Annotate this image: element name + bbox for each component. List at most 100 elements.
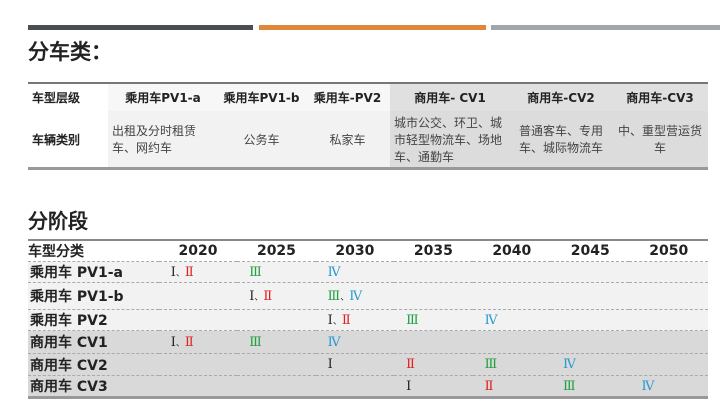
stage-marker: Ⅲ	[484, 357, 498, 372]
vehicle-category-label: 乘用车 PV1-b	[28, 282, 159, 310]
stage-marker: Ⅱ	[184, 264, 194, 280]
stage-cell: Ⅲ、Ⅳ	[315, 282, 395, 310]
stage-marker: Ⅱ	[341, 312, 351, 328]
row-label: 车型层级	[28, 82, 108, 111]
stage-row: 乘用车 PV1-a Ⅰ、Ⅱ Ⅲ Ⅳ	[28, 261, 708, 283]
stage-cell	[394, 261, 473, 283]
separator: 、	[254, 292, 264, 303]
stage-cell	[629, 282, 708, 310]
vehicle-class-header: 乘用车-PV2	[305, 82, 390, 111]
stage-cell: Ⅳ	[551, 353, 630, 376]
stage-cell	[551, 282, 630, 310]
stage-cell	[394, 282, 473, 310]
separator: 、	[340, 292, 350, 303]
stage-marker: Ⅳ	[484, 312, 498, 328]
year-header: 2040	[472, 239, 552, 262]
stage-cell: Ⅳ	[629, 375, 708, 399]
stage-cell: Ⅳ	[315, 261, 395, 283]
row-label: 车辆类别	[28, 111, 108, 170]
stage-cell	[629, 261, 708, 283]
vehicle-category-label: 商用车 CV3	[28, 375, 159, 399]
stage-marker: Ⅳ	[327, 264, 341, 280]
stage-marker: Ⅲ	[327, 288, 341, 304]
stage-cell: Ⅲ	[237, 330, 316, 354]
year-header: 2035	[394, 239, 473, 262]
stage-cell: Ⅱ	[472, 375, 552, 399]
separator: 、	[332, 316, 342, 327]
stage-marker: Ⅳ	[349, 288, 363, 304]
accent-bar-gray	[491, 25, 720, 30]
stage-cell	[237, 353, 316, 376]
stage-cell	[158, 309, 238, 331]
vehicle-type-cell: 公务车	[218, 111, 305, 170]
vehicle-category-label: 商用车 CV1	[28, 330, 159, 354]
vehicle-type-cell: 私家车	[305, 111, 390, 170]
year-header: 2045	[551, 239, 630, 262]
stage-marker: Ⅰ	[406, 378, 412, 394]
vehicle-type-cell: 城市公交、环卫、城市轻型物流车、场地车、通勤车	[390, 111, 510, 170]
stage-cell: Ⅳ	[472, 309, 552, 331]
stage-row: 乘用车 PV2 Ⅰ、Ⅱ Ⅲ Ⅳ	[28, 309, 708, 331]
stage-marker: Ⅲ	[249, 334, 262, 350]
accent-bar-orange	[259, 25, 486, 30]
stage-cell: Ⅲ	[394, 309, 473, 331]
stage-marker: Ⅲ	[249, 264, 262, 280]
stage-cell: Ⅰ	[394, 375, 473, 399]
vehicle-class-header: 商用车-CV3	[612, 82, 708, 111]
stage-cell: Ⅲ	[551, 375, 630, 399]
vehicle-type-cell: 普通客车、专用车、城际物流车	[510, 111, 612, 170]
year-header: 2025	[237, 239, 316, 262]
stage-cell	[629, 330, 708, 354]
stage-marker: Ⅲ	[563, 378, 576, 394]
stage-cell	[472, 261, 552, 283]
vehicle-class-header: 乘用车PV1-a	[108, 82, 218, 111]
stage-cell: Ⅳ	[315, 330, 395, 354]
stage-row: 乘用车 PV1-b Ⅰ、Ⅱ Ⅲ、Ⅳ	[28, 282, 708, 310]
stage-marker: Ⅳ	[327, 334, 341, 350]
section-title-stages: 分阶段	[28, 209, 88, 233]
stage-cell	[237, 375, 316, 399]
stage-cell	[629, 353, 708, 376]
stage-marker: Ⅰ	[170, 334, 176, 350]
stage-marker: Ⅰ	[249, 288, 255, 304]
stage-cell	[472, 282, 552, 310]
stage-cell: Ⅰ、Ⅱ	[158, 261, 238, 283]
stage-marker: Ⅲ	[406, 312, 419, 328]
vehicle-class-header: 商用车-CV2	[510, 82, 612, 111]
stage-marker: Ⅰ	[327, 357, 333, 372]
vehicle-class-header: 商用车- CV1	[390, 82, 510, 111]
stage-cell: Ⅱ	[394, 353, 473, 376]
stage-row: 商用车 CV1 Ⅰ、Ⅱ Ⅲ Ⅳ	[28, 330, 708, 354]
separator: 、	[175, 338, 185, 349]
year-header: 2030	[315, 239, 395, 262]
stage-marker: Ⅱ	[184, 334, 194, 350]
category-header: 车型分类	[28, 239, 159, 262]
stage-cell	[394, 330, 473, 354]
stage-cell	[158, 353, 238, 376]
stage-marker: Ⅱ	[484, 378, 494, 394]
stage-marker: Ⅰ	[327, 312, 333, 328]
stage-cell: Ⅰ、Ⅱ	[237, 282, 316, 310]
year-header: 2050	[629, 239, 708, 262]
stage-marker: Ⅱ	[406, 357, 415, 372]
stage-marker: Ⅳ	[641, 378, 655, 394]
stage-marker: Ⅰ	[170, 264, 176, 280]
stage-cell	[472, 330, 552, 354]
stage-cell: Ⅰ、Ⅱ	[315, 309, 395, 331]
classification-header-row: 车型层级 乘用车PV1-a 乘用车PV1-b 乘用车-PV2 商用车- CV1 商用车-C…	[28, 82, 708, 111]
stage-cell: Ⅰ、Ⅱ	[158, 330, 238, 354]
stage-header-row: 车型分类 2020 2025 2030 2035 2040 2045 2050	[28, 239, 708, 262]
stage-cell	[315, 375, 395, 399]
stage-row: 商用车 CV2 Ⅰ Ⅱ Ⅲ Ⅳ	[28, 353, 708, 376]
stage-cell: Ⅲ	[237, 261, 316, 283]
stage-table: 车型分类 2020 2025 2030 2035 2040 2045 2050 乘用车 PV1…	[28, 239, 708, 399]
stage-row: 商用车 CV3 Ⅰ Ⅱ Ⅲ Ⅳ	[28, 375, 708, 399]
vehicle-type-cell: 中、重型营运货车	[612, 111, 708, 170]
vehicle-category-label: 商用车 CV2	[28, 353, 159, 376]
stage-cell: Ⅰ	[315, 353, 395, 376]
section-title-classification: 分车类：	[28, 40, 112, 64]
year-header: 2020	[158, 239, 238, 262]
stage-marker: Ⅱ	[263, 288, 273, 304]
classification-body-row: 车辆类别 出租及分时租赁车、网约车 公务车 私家车 城市公交、环卫、城市轻型物流车、场地…	[28, 111, 708, 170]
stage-cell	[158, 282, 238, 310]
